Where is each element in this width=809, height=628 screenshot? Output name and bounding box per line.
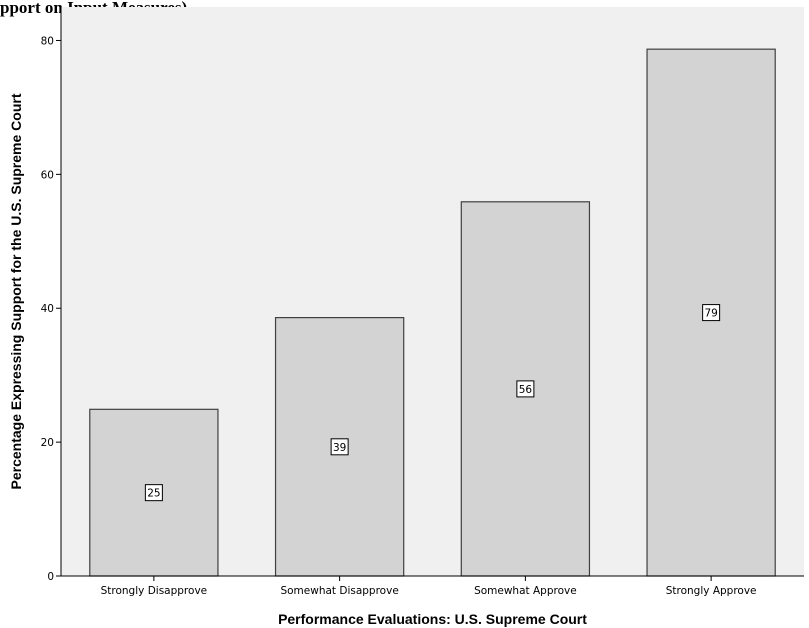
x-tick-label: Somewhat Disapprove — [280, 585, 398, 597]
x-axis-title: Performance Evaluations: U.S. Supreme Co… — [278, 611, 587, 627]
data-label-box — [516, 380, 535, 398]
y-tick-label: 40 — [41, 303, 54, 315]
x-tick-label: Strongly Disapprove — [101, 585, 208, 597]
bar-somewhat-disapprove — [274, 317, 405, 577]
x-tick-label: Strongly Approve — [666, 585, 757, 597]
data-label-box — [702, 304, 721, 322]
data-labels: 25 39 56 79 — [144, 304, 721, 502]
data-label: 39 — [333, 442, 346, 454]
bars — [89, 48, 776, 577]
axes: Strongly Disapprove Somewhat Disapprove So… — [41, 7, 804, 597]
y-tick-label: 60 — [41, 169, 54, 181]
y-tick-label: 80 — [41, 35, 54, 47]
data-label: 56 — [519, 384, 533, 396]
data-label-box — [144, 484, 163, 502]
data-label: 25 — [147, 488, 160, 500]
data-label-box — [330, 438, 349, 456]
data-label: 79 — [704, 308, 717, 320]
x-tick-label: Somewhat Approve — [474, 585, 577, 597]
y-axis-title: Percentage Expressing Support for the U.… — [8, 93, 24, 489]
y-tick-label: 20 — [41, 437, 54, 449]
y-tick-label: 0 — [47, 571, 54, 583]
